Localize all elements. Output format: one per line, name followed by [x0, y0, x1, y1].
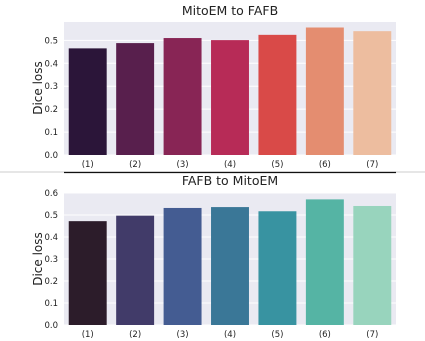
y-axis-label: Dice loss	[31, 61, 45, 115]
y-tick-label: 0.5	[44, 211, 58, 221]
bar-7	[353, 205, 392, 325]
x-tick-label: (5)	[271, 160, 283, 170]
y-tick-label: 0.4	[44, 59, 58, 69]
x-tick-label: (6)	[319, 330, 331, 340]
y-tick-label: 0.1	[44, 128, 58, 138]
bar-4	[211, 40, 249, 155]
y-tick-labels: 0.0 0.1 0.2 0.3 0.4 0.5 0.6	[44, 189, 58, 331]
chart-panel-2: 0.0 0.1 0.2 0.3 0.4 0.5 0.6 (1) (2) (3) (4) (5) (6)…	[31, 173, 396, 340]
bar-7	[353, 31, 392, 156]
x-tick-label: (3)	[177, 330, 189, 340]
y-tick-label: 0.3	[44, 255, 58, 265]
x-tick-labels: (1) (2) (3) (4) (5) (6) (7)	[82, 160, 379, 170]
x-tick-label: (7)	[366, 330, 378, 340]
bar-2	[116, 43, 155, 155]
bar-3	[163, 207, 202, 325]
x-tick-label: (5)	[271, 330, 283, 340]
y-tick-labels: 0.0 0.1 0.2 0.3 0.4 0.5	[44, 36, 58, 161]
x-tick-label: (4)	[224, 160, 236, 170]
bar-6	[305, 27, 344, 155]
y-tick-label: 0.6	[44, 189, 58, 199]
x-tick-label: (2)	[129, 330, 141, 340]
x-tick-labels: (1) (2) (3) (4) (5) (6) (7)	[82, 330, 379, 340]
x-tick-label: (4)	[224, 330, 236, 340]
bar-1	[68, 48, 107, 155]
y-tick-label: 0.2	[44, 277, 58, 287]
chart-title: MitoEM to FAFB	[182, 3, 278, 18]
x-tick-label: (6)	[319, 160, 331, 170]
bar-4	[211, 207, 249, 325]
y-tick-label: 0.2	[44, 105, 58, 115]
x-tick-label: (7)	[366, 160, 378, 170]
x-tick-label: (2)	[129, 160, 141, 170]
x-tick-label: (3)	[177, 160, 189, 170]
y-axis-label: Dice loss	[31, 232, 45, 286]
bar-5	[258, 34, 297, 155]
y-tick-label: 0.5	[44, 36, 58, 46]
bar-1	[68, 221, 107, 325]
bar-group	[68, 27, 392, 156]
bar-2	[116, 215, 155, 325]
bar-group	[68, 199, 392, 325]
x-tick-label: (1)	[82, 160, 94, 170]
chart-panel-1: 0.0 0.1 0.2 0.3 0.4 0.5 (1) (2) (3) (4) (5) (6) (7)…	[31, 3, 396, 170]
y-tick-label: 0.4	[44, 233, 58, 243]
x-tick-label: (1)	[82, 330, 94, 340]
bar-3	[163, 38, 202, 155]
y-tick-label: 0.0	[44, 151, 58, 161]
bar-5	[258, 211, 297, 325]
bar-6	[305, 199, 344, 325]
y-tick-label: 0.3	[44, 82, 58, 92]
y-tick-label: 0.1	[44, 299, 58, 309]
chart-title: FAFB to MitoEM	[182, 173, 278, 188]
y-tick-label: 0.0	[44, 321, 58, 331]
